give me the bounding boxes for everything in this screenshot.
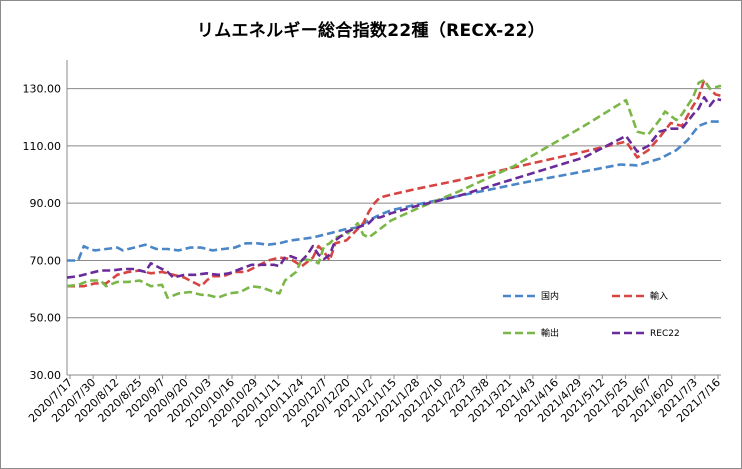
gridlines (67, 88, 721, 319)
legend-label: 輸出 (541, 327, 559, 339)
y-tick-label: 110.00 (23, 140, 62, 153)
axes (66, 60, 721, 376)
series-line-2 (66, 78, 722, 299)
y-tick-label: 70.00 (30, 254, 62, 267)
x-axis-tick-labels: 2020/7/172020/7/302020/8/122020/8/252020… (26, 375, 723, 430)
legend-label: 輸入 (650, 290, 668, 302)
series-line-0 (67, 120, 721, 262)
y-axis-tick-labels: 30.00 50.00 70.00 90.00 110.00 130.00 (23, 83, 62, 382)
chart-title: リムエネルギー総合指数22種（RECX-22） (196, 21, 546, 41)
legend-label: 国内 (541, 290, 559, 302)
series-lines (66, 78, 722, 299)
y-tick-label: 130.00 (23, 83, 62, 96)
series-line-3 (66, 95, 722, 279)
y-tick-label: 30.00 (30, 369, 62, 382)
y-tick-label: 90.00 (30, 197, 62, 210)
y-tick-label: 50.00 (30, 312, 62, 325)
legend-label: REC22 (650, 329, 680, 339)
series-line-1 (67, 78, 722, 288)
